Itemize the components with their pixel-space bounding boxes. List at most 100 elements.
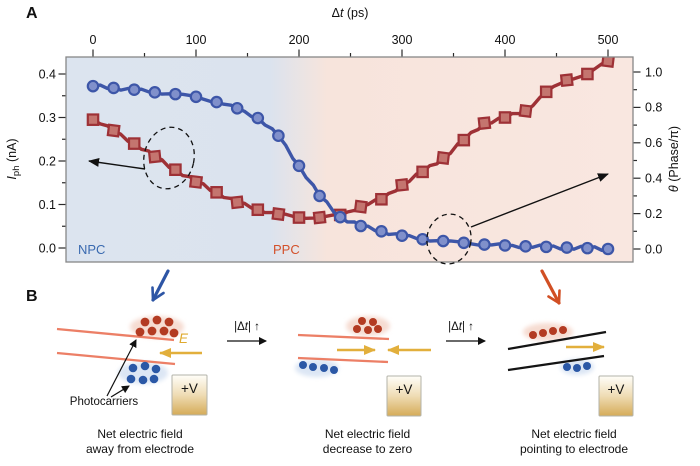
right-tick-label: 0.0 xyxy=(645,242,662,256)
dt2-post: | xyxy=(461,321,465,333)
square-marker xyxy=(375,192,388,206)
circle-marker xyxy=(148,86,162,99)
square-marker xyxy=(86,113,100,126)
square-marker xyxy=(353,199,368,214)
square-marker xyxy=(251,203,265,217)
caption-field-to-electrode: Net electric field pointing to electrode xyxy=(504,427,644,456)
voltage-label-1: +V xyxy=(181,381,198,396)
axis-titles: Iph (nA) θ (Phase/π) xyxy=(5,126,681,192)
x-tick-label: 400 xyxy=(495,33,516,47)
circle-marker xyxy=(107,81,120,95)
up-arrow-icon: ↑ xyxy=(250,321,260,333)
axis-ticks xyxy=(58,49,641,250)
circle-marker xyxy=(498,239,512,252)
circle-marker xyxy=(539,240,553,254)
left-tick-label: 0.4 xyxy=(39,67,56,81)
circle-marker xyxy=(478,238,491,251)
square-marker xyxy=(312,210,327,225)
square-marker xyxy=(559,73,574,88)
square-marker xyxy=(477,116,492,131)
dt2-t: t xyxy=(458,321,462,333)
electron-dots xyxy=(299,361,338,374)
square-marker xyxy=(210,186,223,199)
diagram-field-away xyxy=(56,315,208,416)
photocarriers-label: Photocarriers xyxy=(69,396,139,408)
square-marker xyxy=(416,165,429,179)
circle-marker xyxy=(210,95,223,109)
circle-marker xyxy=(189,90,203,104)
square-marker xyxy=(106,123,121,138)
square-marker xyxy=(581,67,594,81)
npc-region-label: NPC xyxy=(78,242,106,257)
ppc-region-label: PPC xyxy=(273,242,300,257)
circle-marker xyxy=(457,236,471,250)
voltage-box xyxy=(386,375,422,417)
circle-marker xyxy=(272,129,285,143)
annotation-arrow-to-right-axis xyxy=(470,173,609,228)
x-tick-label: 200 xyxy=(289,33,310,47)
left-axis-title: Iph (nA) xyxy=(5,138,22,179)
left-tick-label: 0.0 xyxy=(39,241,56,255)
circle-marker xyxy=(127,83,141,96)
dt-increase-label-1: |Δt| ↑ xyxy=(221,321,273,333)
x-tick-label: 500 xyxy=(598,33,619,47)
square-marker xyxy=(169,163,182,176)
axis-tick-labels: 0 100 200 300 400 500 0.0 0.1 0.2 0.3 0.4 0.0 0.2 0.4… xyxy=(39,33,663,256)
circle-marker xyxy=(86,79,100,93)
up-arrow-icon: ↑ xyxy=(464,321,474,333)
dt2-pre: |Δ xyxy=(448,321,459,333)
x-tick-label: 300 xyxy=(392,33,413,47)
square-marker xyxy=(600,57,616,68)
caption-field-zero: Net electric field decrease to zero xyxy=(300,427,435,456)
x-axis-title-unit: (ps) xyxy=(343,6,369,20)
ppc-connector-arrow xyxy=(540,269,561,305)
caption-line: decrease to zero xyxy=(322,441,413,456)
diagram-field-to-electrode xyxy=(507,323,634,417)
right-tick-label: 0.4 xyxy=(645,172,662,186)
right-tick-label: 0.6 xyxy=(645,136,662,150)
caption-line: Net electric field xyxy=(324,427,411,441)
square-marker xyxy=(457,133,471,147)
left-tick-label: 0.1 xyxy=(39,198,56,212)
caption-line: Net electric field xyxy=(531,427,617,441)
caption-line: away from electrode xyxy=(85,441,195,456)
x-tick-label: 100 xyxy=(186,33,207,47)
square-marker xyxy=(395,178,409,192)
square-marker xyxy=(498,111,512,124)
chart-series xyxy=(86,57,616,256)
circle-marker xyxy=(560,241,574,254)
electrode-line-bottom xyxy=(297,356,389,364)
diagram-field-zero xyxy=(295,316,431,417)
panel-a-label: A xyxy=(26,5,38,22)
circle-marker xyxy=(601,242,615,256)
square-marker xyxy=(436,150,451,165)
x-axis-title-t: t xyxy=(339,6,344,20)
right-tick-label: 1.0 xyxy=(645,65,662,79)
square-marker xyxy=(292,211,306,224)
electron-dots xyxy=(563,362,591,372)
electrode-line-top xyxy=(507,330,607,351)
circle-marker xyxy=(251,111,265,125)
circle-marker xyxy=(354,219,368,233)
circle-marker xyxy=(169,87,182,101)
square-marker xyxy=(230,195,245,210)
x-tick-label: 0 xyxy=(90,33,97,47)
circle-marker xyxy=(416,232,429,246)
circle-marker xyxy=(292,159,306,173)
square-marker xyxy=(271,207,286,222)
voltage-label-3: +V xyxy=(607,382,625,397)
dashed-ellipse-left xyxy=(143,126,195,190)
hole-dots xyxy=(353,317,382,334)
chart-plot-border xyxy=(65,56,634,263)
x-axis-title: Δt (ps) xyxy=(300,6,400,20)
hole-dots xyxy=(135,315,179,338)
caption-field-away: Net electric field away from electrode xyxy=(72,427,208,456)
square-marker xyxy=(127,137,141,150)
dashed-ellipse-right xyxy=(426,213,472,265)
dt1-pre: |Δ xyxy=(234,321,245,333)
left-tick-label: 0.3 xyxy=(39,111,56,125)
npc-connector-arrow xyxy=(151,269,170,302)
voltage-label-2: +V xyxy=(395,382,413,397)
